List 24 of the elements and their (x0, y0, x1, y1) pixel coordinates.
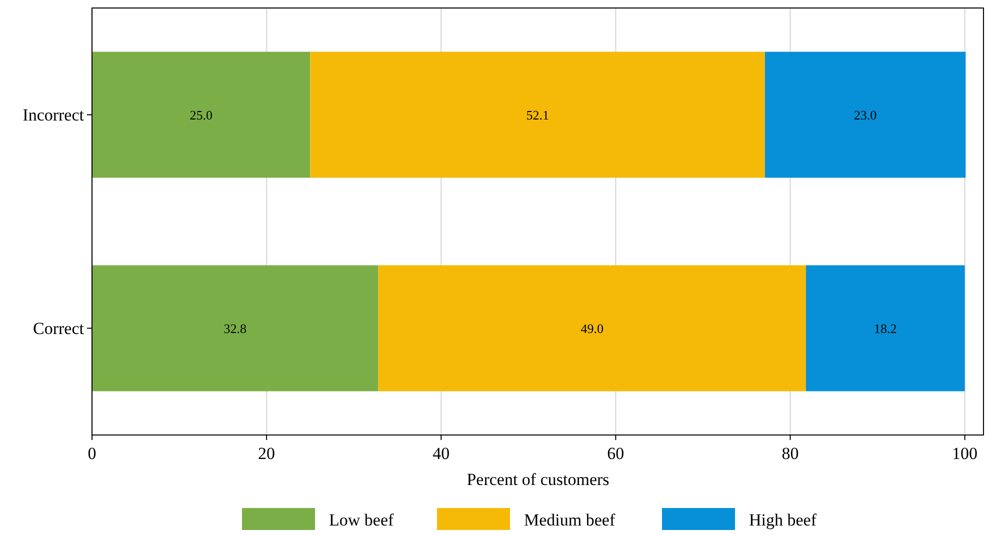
data-label: 23.0 (854, 107, 877, 122)
data-label: 25.0 (190, 107, 212, 122)
y-tick-label: Correct (33, 318, 84, 338)
data-label: 18.2 (874, 320, 897, 336)
legend-label: Medium beef (524, 510, 616, 530)
x-tick-label: 40 (432, 444, 450, 463)
x-tick-label: 80 (782, 444, 799, 463)
x-tick-label: 100 (952, 444, 978, 463)
data-label: 32.8 (224, 320, 247, 336)
x-tick-label: 60 (607, 444, 624, 463)
x-tick-label: 20 (258, 444, 276, 463)
x-tick-label: 0 (88, 444, 96, 463)
y-tick-label: Incorrect (22, 105, 84, 124)
data-label: 49.0 (580, 320, 604, 336)
bar (378, 265, 806, 392)
data-label: 52.1 (526, 107, 549, 122)
bar (92, 52, 310, 178)
bar (92, 265, 378, 392)
legend-label: Low beef (329, 510, 394, 530)
bar (764, 52, 966, 178)
legend-label: High beef (749, 510, 817, 530)
bar (806, 265, 965, 392)
bar (310, 52, 765, 178)
x-axis-title: Percent of customers (466, 470, 610, 489)
